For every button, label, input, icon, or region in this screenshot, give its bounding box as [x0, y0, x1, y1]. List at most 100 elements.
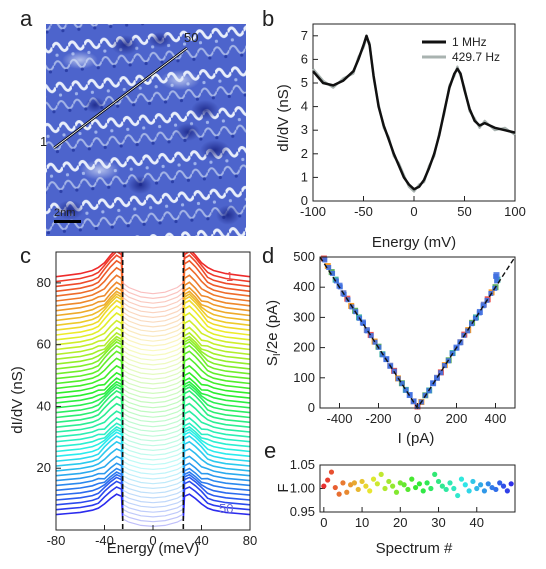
b-xtick-label-2: 0	[410, 204, 417, 219]
c-spectrum-31-right	[182, 395, 250, 428]
d-xtick-label-3: 200	[446, 411, 468, 426]
c-spectrum-10-gap	[120, 296, 186, 338]
c-spectrum-39-gap	[120, 438, 186, 475]
e-point-47	[500, 483, 507, 489]
c-spectrum-2-gap	[120, 254, 186, 300]
e-point-16	[382, 485, 388, 492]
e-point-27	[424, 480, 430, 486]
c-spectrum-27-left	[56, 380, 124, 409]
c-spectrum-28-right	[182, 383, 250, 413]
d-point-overlay-21	[403, 387, 409, 393]
e-xtick-label-2: 20	[393, 515, 407, 530]
c-spectrum-44-right	[182, 467, 250, 491]
e-point-34	[451, 485, 457, 492]
c-spectrum-11-left	[56, 295, 124, 332]
d-point-overlay-38	[469, 321, 475, 327]
c-spectrum-45-right	[182, 471, 250, 495]
panel-letter-b: b	[262, 6, 274, 31]
b-ytick-label-5: 5	[301, 75, 308, 90]
c-spectrum-31-left	[56, 395, 124, 428]
c-spectrum-7-left	[56, 281, 124, 312]
e-point-38	[466, 488, 472, 494]
c-spectrum-20-gap	[120, 344, 186, 385]
c-spectrum-23-right	[182, 357, 250, 389]
d-fit-line	[319, 256, 516, 410]
e-point-36	[458, 476, 465, 482]
c-spectrum-10-left	[56, 293, 124, 327]
c-spectra	[56, 252, 250, 528]
c-spectrum-7-gap	[120, 285, 186, 323]
c-spectrum-22-gap	[120, 353, 186, 395]
e-point-28	[428, 485, 434, 492]
d-ytick-label-2: 200	[293, 340, 315, 355]
c-spectrum-44-gap	[120, 470, 186, 499]
c-spectrum-29-gap	[120, 389, 186, 428]
c-spectrum-36-right	[182, 425, 250, 452]
c-spectrum-10-right	[182, 293, 250, 327]
e-ytick-label-2: 1.05	[290, 457, 315, 472]
d-ytick-label-4: 400	[293, 279, 315, 294]
c-spectrum-6-gap	[120, 278, 186, 319]
b-ytick-label-2: 2	[301, 146, 308, 161]
c-xtick-label-3: 40	[194, 533, 208, 548]
d-frame	[319, 256, 516, 409]
c-spectrum-21-right	[182, 344, 250, 380]
c-spectrum-3-left	[56, 254, 124, 293]
c-spectrum-18-gap	[120, 339, 186, 376]
c-spectrum-27-right	[182, 380, 250, 409]
c-spectrum-42-left	[56, 455, 124, 481]
b-xtick-label-4: 100	[504, 204, 526, 219]
c-spectrum-16-gap	[120, 330, 186, 366]
c-spectrum-38-gap	[120, 434, 186, 471]
e-point-45	[493, 486, 499, 493]
panel-c: c dI/dV (nS) Energy (meV) -80 -40 0 40 80 20 4…	[9, 243, 257, 557]
legend-label-1mhz: 1 MHz	[452, 35, 487, 49]
b-ylabel: dI/dV (nS)	[275, 84, 292, 152]
panel-letter-c: c	[20, 243, 31, 268]
c-spectrum-14-right	[182, 312, 250, 346]
d-point-overlay-11	[364, 328, 370, 334]
c-spectrum-7-right	[182, 281, 250, 312]
c-spectrum-13-gap	[120, 308, 186, 352]
d-point-overlay-2	[330, 270, 336, 276]
c-spectrum-48-right	[182, 480, 250, 510]
scale-bar	[54, 220, 81, 223]
c-spectrum-26-gap	[120, 380, 186, 414]
c-plot-area: -80 -40 0 40 80 20 40 60 80	[37, 251, 257, 548]
c-spectrum-26-right	[182, 377, 250, 404]
d-point-overlay-39	[472, 315, 478, 321]
e-point-39	[470, 478, 476, 485]
stm-image-texture	[56, 32, 240, 225]
c-spectrum-34-right	[182, 417, 250, 442]
e-ytick-label-0: 0.95	[290, 504, 315, 519]
c-spectrum-34-gap	[120, 420, 186, 452]
e-point-26	[420, 488, 426, 494]
c-spectrum-32-left	[56, 402, 124, 433]
b-ytick-label-1: 1	[301, 169, 308, 184]
c-spectrum-30-left	[56, 389, 124, 423]
c-spectrum-33-gap	[120, 413, 186, 447]
d-point-overlay-3	[333, 278, 339, 284]
e-point-9	[355, 486, 361, 493]
c-spectrum-33-right	[182, 410, 250, 438]
c-spectrum-38-right	[182, 431, 250, 462]
c-spectrum-19-gap	[120, 341, 186, 380]
b-ytick-label-0: 0	[301, 193, 308, 208]
c-xtick-label-1: -40	[95, 533, 114, 548]
c-spectrum-15-left	[56, 319, 124, 351]
c-spectrum-44-left	[56, 467, 124, 491]
d-point-overlay-20	[399, 380, 405, 386]
e-point-4	[336, 491, 342, 497]
c-spectrum-14-left	[56, 312, 124, 346]
c-spectrum-35-right	[182, 422, 250, 447]
d-point-overlay-46	[493, 273, 499, 279]
c-spectrum-37-right	[182, 428, 250, 457]
d-point-overlay-1	[326, 264, 332, 270]
d-xlabel: I (pA)	[398, 430, 435, 447]
c-spectrum-35-gap	[120, 425, 186, 456]
e-xtick-label-3: 30	[431, 515, 445, 530]
e-point-21	[401, 482, 407, 488]
c-spectrum-18-left	[56, 335, 124, 365]
e-point-0	[321, 483, 327, 489]
c-spectrum-41-right	[182, 447, 250, 476]
